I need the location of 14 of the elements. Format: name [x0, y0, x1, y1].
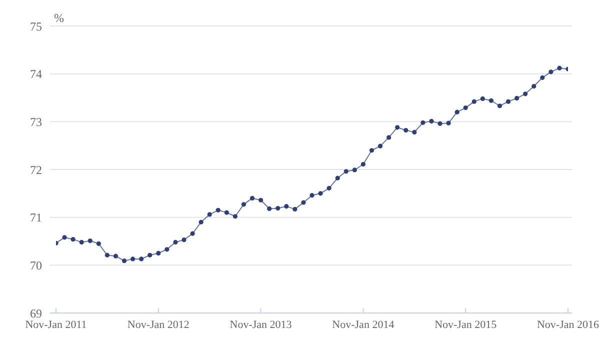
y-tick-label: 72 — [30, 162, 42, 177]
x-tick-label: Nov-Jan 2015 — [434, 318, 498, 331]
x-tick-label: Nov-Jan 2013 — [230, 318, 292, 331]
y-tick-label: 75 — [30, 19, 42, 34]
x-tick-label: Nov-Jan 2016 — [536, 318, 600, 331]
y-tick-label: 73 — [30, 114, 42, 129]
y-tick-label: 70 — [30, 258, 42, 272]
x-tick-label: Nov-Jan 2012 — [127, 318, 190, 331]
x-tick-label: Nov-Jan 2011 — [25, 318, 87, 331]
y-tick-label: 74 — [30, 67, 42, 82]
y-axis-title: % — [54, 11, 64, 25]
y-tick-label: 69 — [30, 306, 42, 320]
y-tick-label: 71 — [30, 210, 42, 225]
x-tick-label: Nov-Jan 2014 — [332, 318, 395, 331]
